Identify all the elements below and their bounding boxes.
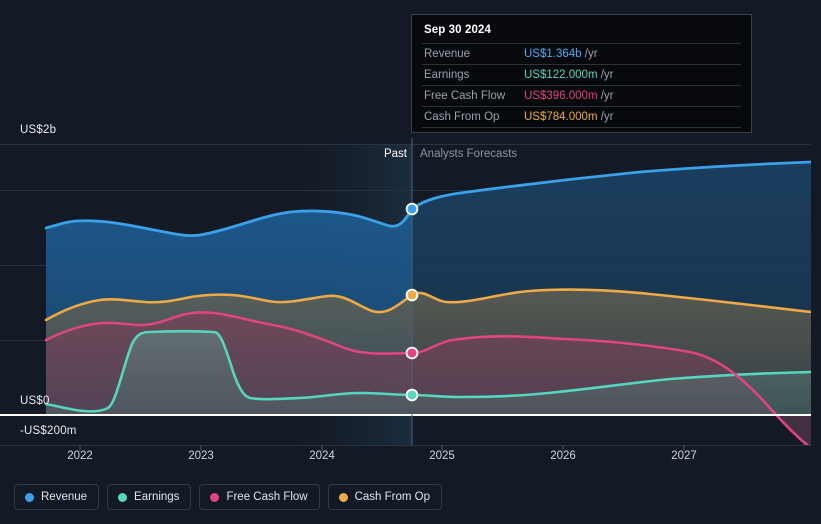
legend-label-free-cash-flow: Free Cash Flow <box>226 491 308 503</box>
x-axis-label-2025: 2025 <box>429 450 455 462</box>
tooltip-unit-free-cash-flow: /yr <box>600 90 614 102</box>
marker-free-cash-flow <box>405 346 419 360</box>
legend-item-cash-from-op[interactable]: Cash From Op <box>327 484 443 510</box>
legend-dot-earnings <box>118 492 128 502</box>
tooltip-key-revenue: Revenue <box>422 43 522 65</box>
series-line-free-cash-flow <box>44 311 810 445</box>
x-axis-label-2023: 2023 <box>188 450 214 462</box>
series-line-earnings <box>44 329 811 413</box>
x-axis-label-2024: 2024 <box>309 450 335 462</box>
series-area-earnings <box>46 331 811 415</box>
series-line-cash-from-op <box>44 288 811 322</box>
y-axis-label-bottom: -US$200m <box>20 425 77 437</box>
tooltip-value-cash-from-op: US$784.000m /yr <box>522 106 741 128</box>
analysts-forecasts-label: Analysts Forecasts <box>420 148 518 160</box>
data-tooltip: Sep 30 2024 Revenue US$1.364b /yr Earnin… <box>411 14 752 133</box>
legend-label-revenue: Revenue <box>41 491 88 503</box>
series-line-revenue <box>44 160 811 237</box>
tooltip-key-cash-from-op: Cash From Op <box>422 106 522 128</box>
tooltip-table: Revenue US$1.364b /yr Earnings US$122.00… <box>422 43 741 128</box>
legend-item-revenue[interactable]: Revenue <box>14 484 100 510</box>
tooltip-row-earnings: Earnings US$122.000m /yr <box>422 64 741 86</box>
x-axis-label-2027: 2027 <box>671 450 697 462</box>
x-tick-marks <box>79 445 685 451</box>
tooltip-unit-earnings: /yr <box>600 69 614 81</box>
tooltip-key-free-cash-flow: Free Cash Flow <box>422 85 522 107</box>
legend-dot-free-cash-flow <box>210 492 220 502</box>
legend-label-earnings: Earnings <box>134 491 180 503</box>
tooltip-key-earnings: Earnings <box>422 64 522 86</box>
legend-dot-cash-from-op <box>338 492 348 502</box>
tooltip-value-revenue: US$1.364b /yr <box>522 43 741 65</box>
tooltip-unit-cash-from-op: /yr <box>600 111 614 123</box>
past-label: Past <box>383 148 407 160</box>
marker-cash-from-op <box>405 288 419 302</box>
legend-label-cash-from-op: Cash From Op <box>354 491 431 503</box>
tooltip-amount-earnings: US$122.000m <box>524 69 598 81</box>
chart-legend: Revenue Earnings Free Cash Flow Cash Fro… <box>14 484 443 510</box>
legend-item-free-cash-flow[interactable]: Free Cash Flow <box>199 484 320 510</box>
highlight-markers <box>405 202 419 402</box>
marker-revenue <box>405 202 419 216</box>
tooltip-amount-revenue: US$1.364b <box>524 48 582 60</box>
legend-item-earnings[interactable]: Earnings <box>107 484 192 510</box>
tooltip-row-free-cash-flow: Free Cash Flow US$396.000m /yr <box>422 85 741 107</box>
y-axis-label-zero: US$0 <box>20 395 50 407</box>
y-axis-label-top: US$2b <box>20 124 57 136</box>
tooltip-row-revenue: Revenue US$1.364b /yr <box>422 43 741 65</box>
legend-dot-revenue <box>25 492 34 502</box>
tooltip-date: Sep 30 2024 <box>424 24 491 36</box>
tooltip-unit-revenue: /yr <box>584 48 598 60</box>
x-axis-label-2022: 2022 <box>67 450 93 462</box>
tooltip-amount-free-cash-flow: US$396.000m <box>524 90 598 102</box>
tooltip-amount-cash-from-op: US$784.000m <box>524 111 598 123</box>
tooltip-value-earnings: US$122.000m /yr <box>522 64 741 86</box>
tooltip-value-free-cash-flow: US$396.000m /yr <box>522 85 741 107</box>
x-axis-label-2026: 2026 <box>550 450 576 462</box>
marker-earnings <box>405 388 419 402</box>
tooltip-row-cash-from-op: Cash From Op US$784.000m /yr <box>422 106 741 128</box>
